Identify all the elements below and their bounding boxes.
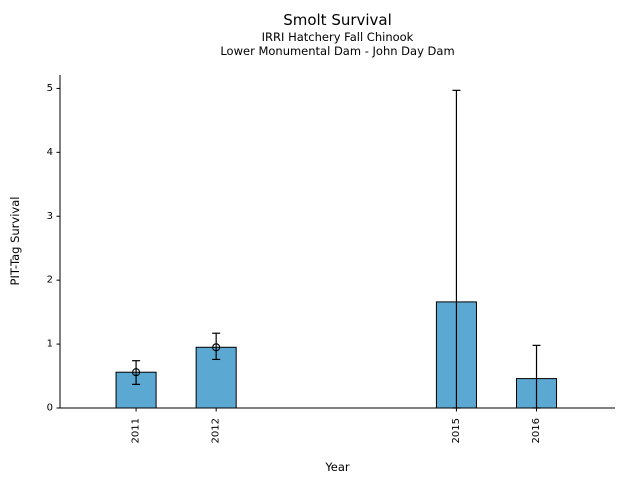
chart-title: Smolt Survival [283,11,392,29]
y-tick-label-2: 2 [47,275,53,286]
y-tick-label-3: 3 [47,211,53,222]
x-tick-label-2015: 2015 [451,418,462,443]
y-tick-label-5: 5 [47,83,53,94]
x-tick-label-2016: 2016 [531,418,542,443]
y-tick-label-0: 0 [47,403,53,414]
chart-subtitle-line1: IRRI Hatchery Fall Chinook [261,30,414,44]
point-marker-2011 [132,368,141,377]
y-tick-label-1: 1 [47,339,53,350]
x-tick-label-2012: 2012 [211,418,222,443]
x-axis-label: Year [325,460,350,474]
point-marker-2012 [212,343,221,352]
x-tick-label-2011: 2011 [131,418,142,443]
chart-subtitle-line2: Lower Monumental Dam - John Day Dam [220,44,455,58]
y-tick-label-4: 4 [47,147,53,158]
